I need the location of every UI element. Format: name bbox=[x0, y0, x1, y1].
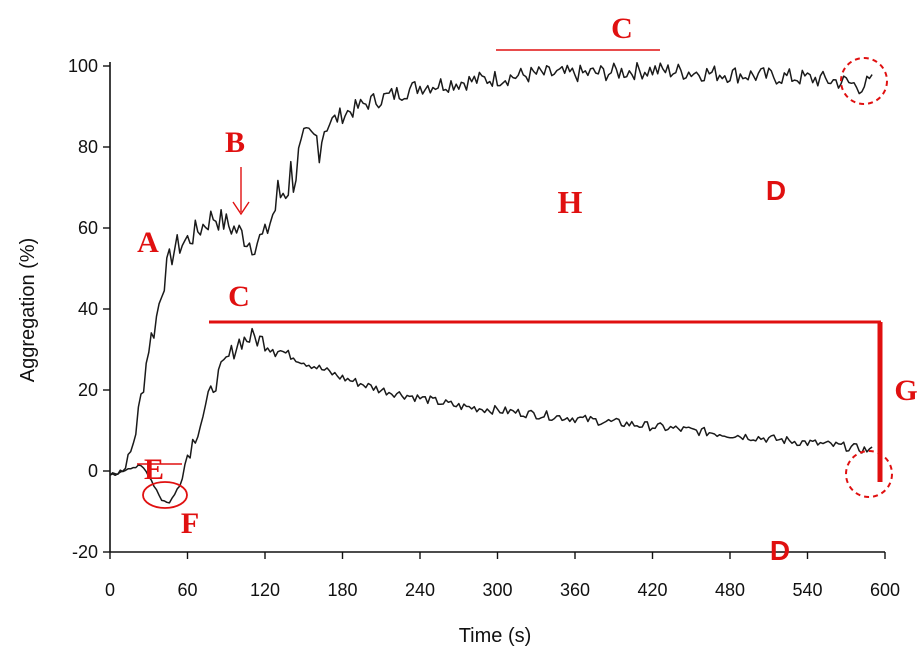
x-tick-label: 240 bbox=[405, 580, 435, 600]
annotation-e: E bbox=[144, 453, 164, 486]
annotation-c-top: C bbox=[611, 12, 633, 45]
annotation-d-upper: D bbox=[766, 175, 786, 206]
y-tick-label: 0 bbox=[88, 461, 98, 481]
annotations: C B A H D C G E F D bbox=[137, 12, 917, 566]
annotation-h: H bbox=[558, 184, 583, 220]
x-tick-label: 360 bbox=[560, 580, 590, 600]
y-tick-label: 100 bbox=[68, 56, 98, 76]
series-line-1 bbox=[109, 61, 873, 477]
annotation-c-mid: C bbox=[228, 280, 250, 313]
annotation-f-ellipse bbox=[142, 481, 188, 509]
y-tick-label: 20 bbox=[78, 380, 98, 400]
y-tick-label: -20 bbox=[72, 542, 98, 562]
x-tick-label: 180 bbox=[327, 580, 357, 600]
annotation-a: A bbox=[137, 226, 159, 259]
annotation-d-lower: D bbox=[770, 535, 790, 566]
x-tick-label: 120 bbox=[250, 580, 280, 600]
x-tick-label: 600 bbox=[870, 580, 900, 600]
x-axis-title: Time (s) bbox=[459, 625, 532, 647]
annotation-circle-upper bbox=[840, 57, 888, 105]
y-tick-label: 40 bbox=[78, 299, 98, 319]
x-tick-label: 420 bbox=[637, 580, 667, 600]
x-tick-label: 300 bbox=[482, 580, 512, 600]
annotation-circle-lower bbox=[845, 450, 893, 498]
x-tick-label: 60 bbox=[177, 580, 197, 600]
series-layer bbox=[109, 61, 873, 504]
y-tick-label: 60 bbox=[78, 218, 98, 238]
annotation-b: B bbox=[225, 126, 245, 159]
x-tick-label: 0 bbox=[105, 580, 115, 600]
series-line-2 bbox=[109, 327, 873, 504]
x-tick-label: 480 bbox=[715, 580, 745, 600]
annotation-b-arrow-head bbox=[232, 201, 250, 216]
axis-ticks: 0 60 120 180 240 300 360 420 480 540 600 -20 0 20 40 60… bbox=[68, 56, 900, 600]
annotation-g: G bbox=[894, 374, 917, 407]
plot-area: 0 60 120 180 240 300 360 420 480 540 600 -20 0 20 40 60… bbox=[68, 56, 900, 600]
y-tick-label: 80 bbox=[78, 137, 98, 157]
y-axis-title: Aggregation (%) bbox=[17, 238, 39, 383]
annotation-f: F bbox=[181, 507, 199, 540]
x-tick-label: 540 bbox=[792, 580, 822, 600]
